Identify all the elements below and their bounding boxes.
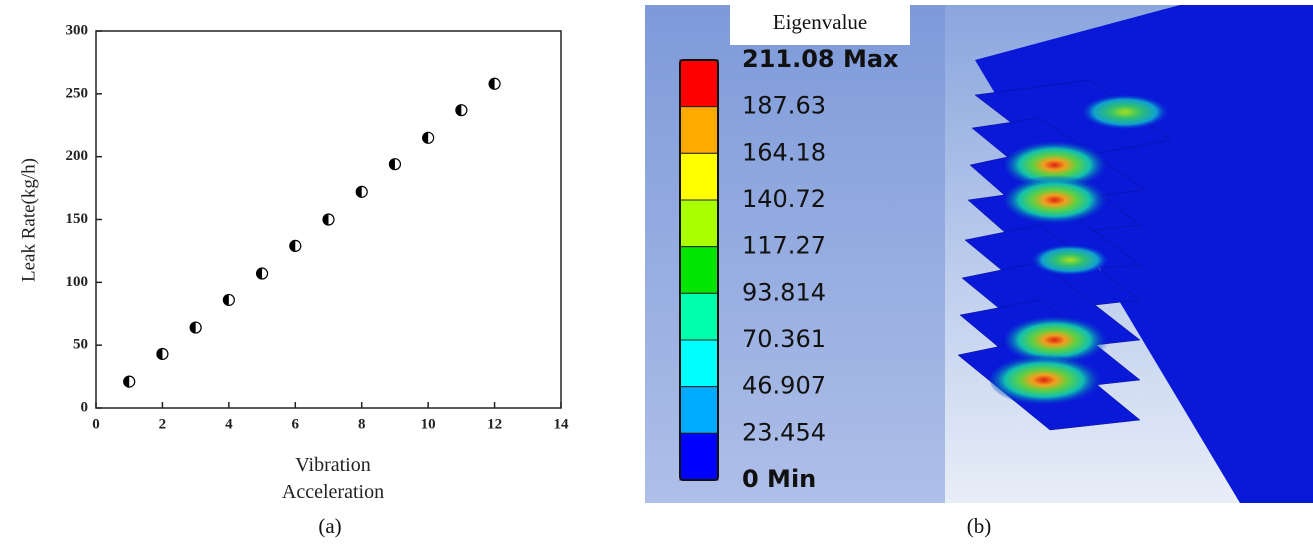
point-half [489,78,495,90]
scatter-chart: Leak Rate(kg/h) (a) 0 2 4 6 8 10 12 14 0 50 100 150… [18,22,569,537]
color-band [679,292,719,341]
y-axis-title: Leak Rate(kg/h) [18,158,39,282]
point-half [156,348,163,360]
x-tick-label: 4 [225,416,233,432]
data-point [255,267,269,280]
point-half [422,132,429,144]
legend-label: 117.27 [742,232,826,260]
data-point [422,131,435,144]
hot-spot [1080,94,1170,130]
y-tick-label: 150 [66,211,89,227]
y-tick-label: 300 [66,22,89,38]
data-point [322,213,335,226]
y-tick-label: 0 [81,399,89,415]
y-tick-label: 200 [66,148,89,164]
point-half [356,186,362,198]
y-tick-label: 100 [66,274,89,290]
simulation-panel: Eigenvalue 211.08 Max 187.63 164.18 140.72 1… [645,5,1313,538]
contour-legend: 211.08 Max 187.63 164.18 140.72 117.27 93.814… [679,45,899,493]
x-tick-label: 10 [421,416,436,432]
x-tick-label: 2 [159,416,167,432]
point-half [190,322,196,334]
color-band [679,432,719,481]
data-point [189,321,202,334]
data-point [123,375,136,388]
data-point [289,239,302,252]
hot-spot [990,354,1110,406]
hot-spot [1005,315,1115,365]
legend-label: 46.907 [742,372,826,400]
color-bar-frame [679,59,719,481]
legend-label: 70.361 [742,325,826,353]
color-band [679,339,719,388]
color-band [679,199,719,248]
point-half [123,376,130,388]
legend-title-box [730,5,910,45]
point-half [455,104,462,116]
data-point [488,77,501,90]
point-half [323,214,329,225]
legend-label: 187.63 [742,92,826,120]
x-tick-label: 12 [487,416,502,432]
color-band [679,246,719,294]
caption: (b) [967,514,992,538]
y-tick-label: 250 [66,85,89,101]
hot-spot [1005,140,1115,190]
legend-title: Eigenvalue [773,10,867,34]
data-point [156,347,169,361]
data-point [388,158,402,171]
data-point [455,104,468,117]
legend-label: 93.814 [742,278,826,306]
legend-label: 140.72 [742,185,826,213]
legend-label: 23.454 [742,418,826,446]
legend-label: 0 Min [742,465,816,493]
x-tick-label: 6 [292,416,300,432]
legend-label: 211.08 Max [742,45,899,73]
color-band [679,106,719,154]
y-tick-label: 50 [73,337,88,353]
point-half [389,158,395,170]
data-point [222,293,235,307]
color-band [679,386,719,434]
x-tick-label: 14 [554,416,570,432]
color-band [679,59,719,108]
point-half [223,294,229,306]
point-half [289,240,296,252]
data-point [355,185,368,198]
x-tick-label: 8 [358,416,366,432]
hot-spot [1005,175,1115,225]
x-tick-label: 0 [92,416,100,432]
hot-spot [1030,244,1110,276]
color-band [679,152,719,201]
x-axis-title: Vibration Acceleration [281,454,385,503]
caption: (a) [318,514,341,538]
point-half [256,268,263,280]
legend-label: 164.18 [742,138,826,166]
